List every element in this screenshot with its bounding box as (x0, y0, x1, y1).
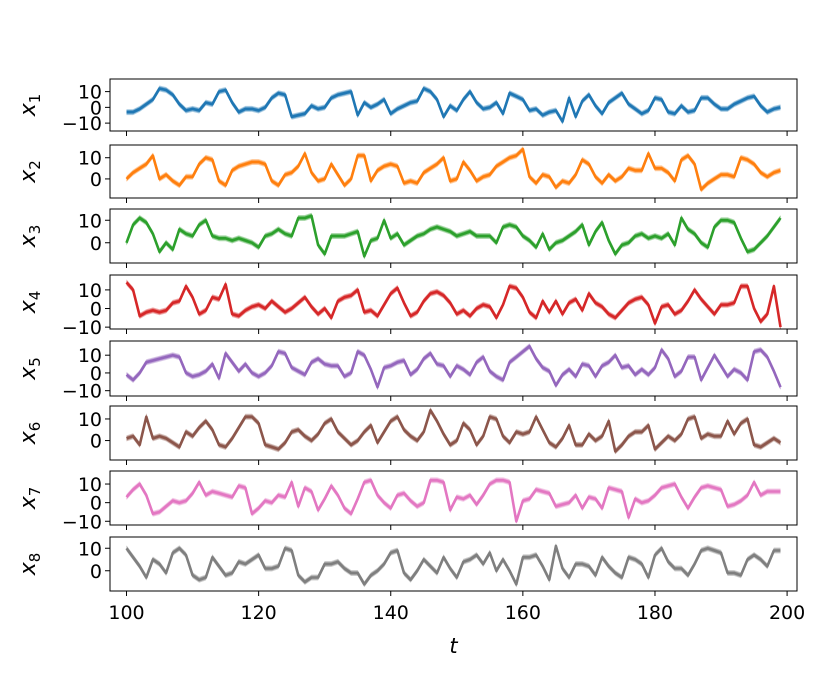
x-tick-label: 160 (505, 602, 541, 624)
y-axis-label: x3 (16, 225, 44, 249)
y-tick-label: −10 (62, 113, 102, 135)
series-line (125, 281, 782, 328)
y-tick-label: 10 (78, 82, 102, 104)
y-axis-label: x2 (16, 160, 44, 184)
x-tick-label: 120 (240, 602, 276, 624)
y-tick-label: 10 (78, 280, 102, 302)
series-line (125, 478, 781, 523)
series-line (125, 544, 781, 586)
axes-frame (109, 470, 798, 526)
y-tick-label: 10 (78, 148, 102, 170)
series-sample-1 (126, 343, 781, 387)
y-axis-label: x6 (16, 422, 44, 446)
subplot-8: 100 x8 (16, 536, 798, 596)
y-axis-label: x8 (16, 553, 44, 577)
subplot-1: 100−10 x1 (16, 78, 798, 136)
y-tick-label: 10 (78, 345, 102, 367)
axes-frame (109, 208, 798, 264)
axes-frame (109, 144, 798, 199)
subplot-6: 100 x6 (16, 405, 798, 465)
series-band (126, 543, 781, 588)
y-tick-label: −10 (62, 317, 102, 339)
y-axis-label: x7 (16, 487, 44, 511)
series-line (125, 214, 782, 258)
axes-frame (109, 340, 798, 397)
y-tick-label: −10 (62, 381, 102, 403)
y-tick-label: 0 (90, 233, 102, 255)
y-tick-label: 10 (78, 538, 102, 560)
y-tick-label: 10 (78, 409, 102, 431)
y-tick-label: 0 (90, 363, 102, 385)
axes-frame (109, 405, 798, 461)
series-line (125, 147, 781, 191)
series-line (126, 87, 781, 123)
subplot-7: 100−10 x7 (16, 470, 798, 533)
subplot-5: 100−10 x5 (16, 340, 798, 403)
axes-frame (109, 78, 798, 132)
x-tick-label: 200 (769, 602, 805, 624)
y-axis-label: x1 (16, 94, 44, 118)
x-tick-label: 100 (108, 602, 144, 624)
y-tick-label: 0 (90, 431, 102, 453)
y-tick-label: 0 (90, 493, 102, 515)
x-tick-label: 140 (373, 602, 409, 624)
y-tick-label: 0 (90, 561, 102, 583)
series-band (126, 212, 781, 260)
axes-frame (109, 536, 798, 592)
y-tick-label: −10 (62, 511, 102, 533)
subplot-2: 100 x2 (16, 144, 798, 203)
y-tick-label: 10 (78, 210, 102, 232)
y-tick-label: 10 (78, 474, 102, 496)
subplot-3: 100 x3 (16, 208, 798, 268)
x-axis-label: t (449, 634, 458, 658)
y-axis-label: x5 (16, 357, 44, 381)
axes-frame (109, 274, 798, 330)
y-tick-label: 0 (90, 299, 102, 321)
y-tick-label: 0 (90, 97, 102, 119)
x-tick-label: 180 (637, 602, 673, 624)
y-tick-label: 0 (90, 169, 102, 191)
subplot-4: 100−10 x4 (16, 274, 798, 339)
series-line (125, 344, 782, 389)
y-axis-label: x4 (16, 291, 44, 315)
series-line (126, 408, 782, 453)
